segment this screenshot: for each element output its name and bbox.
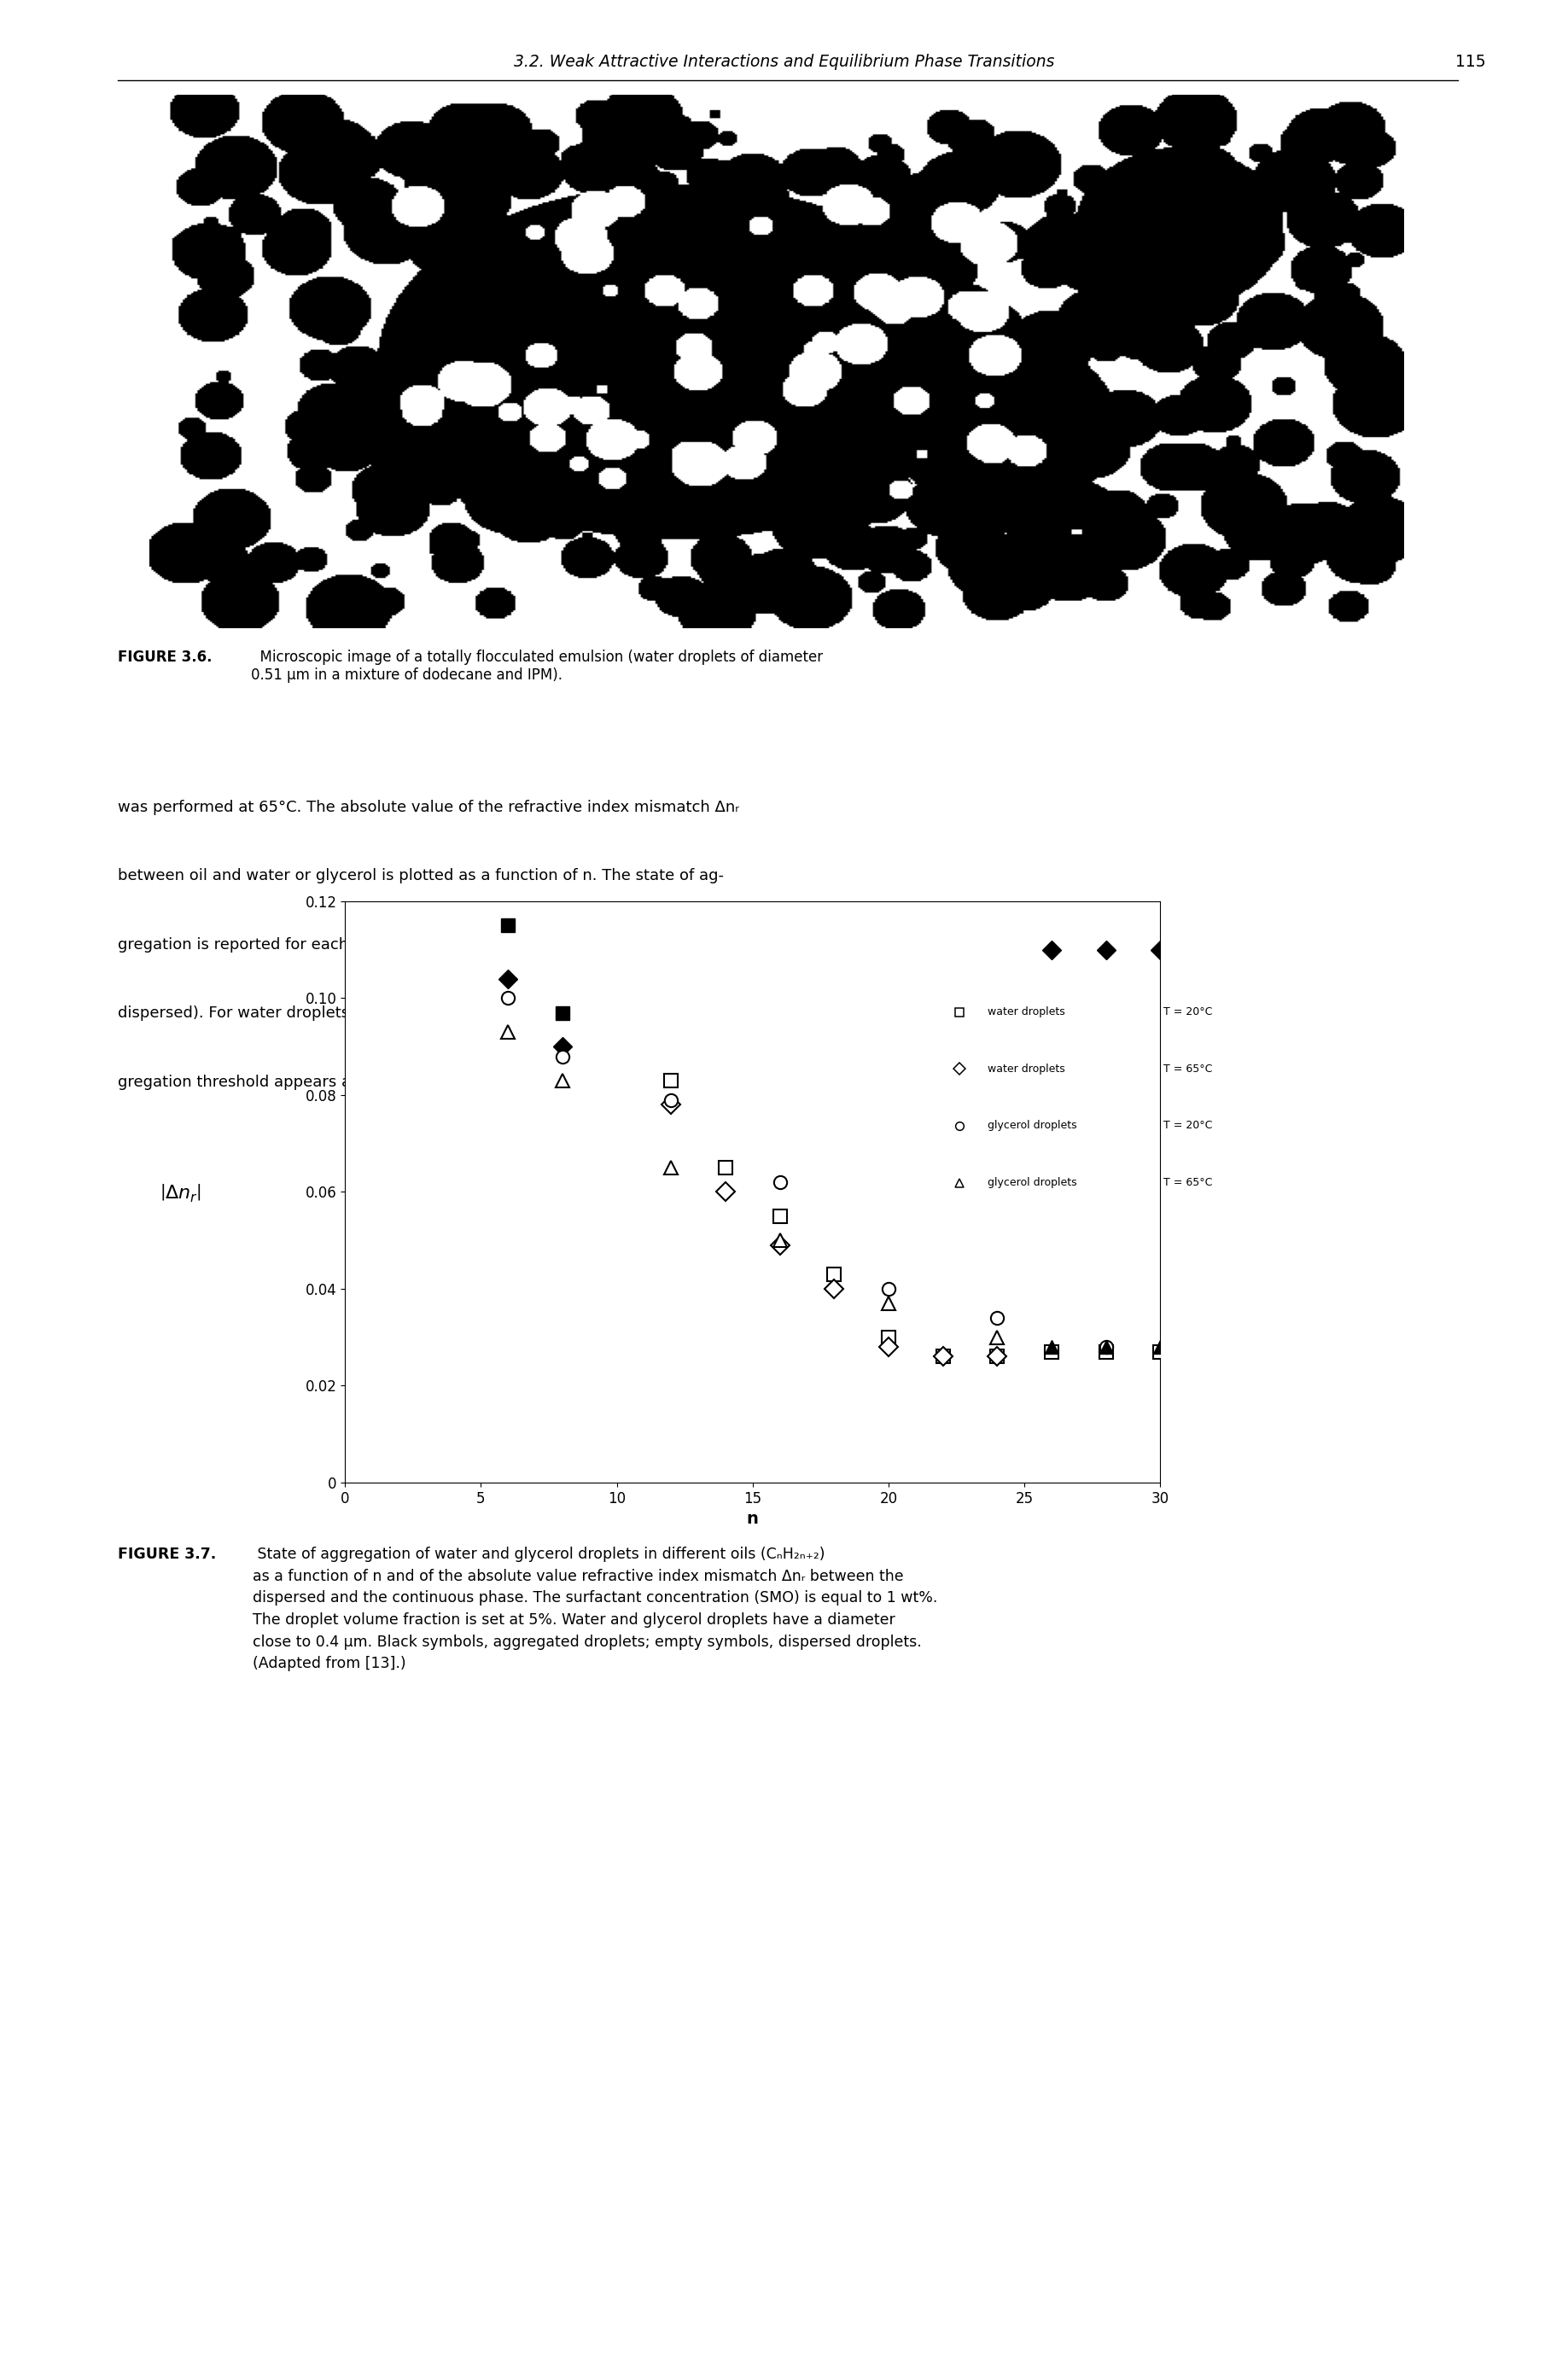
Text: T = 20°C: T = 20°C <box>1163 1006 1212 1018</box>
Text: was performed at 65°C. The absolute value of the refractive index mismatch Δnᵣ: was performed at 65°C. The absolute valu… <box>118 799 739 814</box>
Text: gregation is reported for each sample (dark symbols, aggregated; empty symbols,: gregation is reported for each sample (d… <box>118 937 754 951</box>
Text: glycerol droplets: glycerol droplets <box>988 1120 1077 1131</box>
Text: T = 65°C: T = 65°C <box>1163 1063 1212 1075</box>
Text: 115: 115 <box>1455 55 1485 69</box>
Text: 3.2. Weak Attractive Interactions and Equilibrium Phase Transitions: 3.2. Weak Attractive Interactions and Eq… <box>514 55 1054 69</box>
Text: water droplets: water droplets <box>988 1063 1065 1075</box>
Text: gregation threshold appears at large n. Below this threshold occurring at n = 24: gregation threshold appears at large n. … <box>118 1075 742 1089</box>
Text: T = 20°C: T = 20°C <box>1163 1120 1212 1131</box>
Text: glycerol droplets: glycerol droplets <box>988 1177 1077 1188</box>
Text: Microscopic image of a totally flocculated emulsion (water droplets of diameter
: Microscopic image of a totally flocculat… <box>251 650 823 683</box>
Text: T = 65°C: T = 65°C <box>1163 1177 1212 1188</box>
X-axis label: n: n <box>746 1511 759 1528</box>
Text: FIGURE 3.7.: FIGURE 3.7. <box>118 1547 216 1561</box>
Text: between oil and water or glycerol is plotted as a function of n. The state of ag: between oil and water or glycerol is plo… <box>118 868 723 882</box>
Text: dispersed). For water droplets, increasing n leads to increase |Δnᵣ| and an ag-: dispersed). For water droplets, increasi… <box>118 1006 717 1020</box>
Text: FIGURE 3.6.: FIGURE 3.6. <box>118 650 212 664</box>
Text: State of aggregation of water and glycerol droplets in different oils (CₙH₂ₙ₊₂)
: State of aggregation of water and glycer… <box>252 1547 938 1672</box>
Text: $\left|\Delta n_r\right|$: $\left|\Delta n_r\right|$ <box>160 1184 201 1203</box>
Text: water droplets: water droplets <box>988 1006 1065 1018</box>
